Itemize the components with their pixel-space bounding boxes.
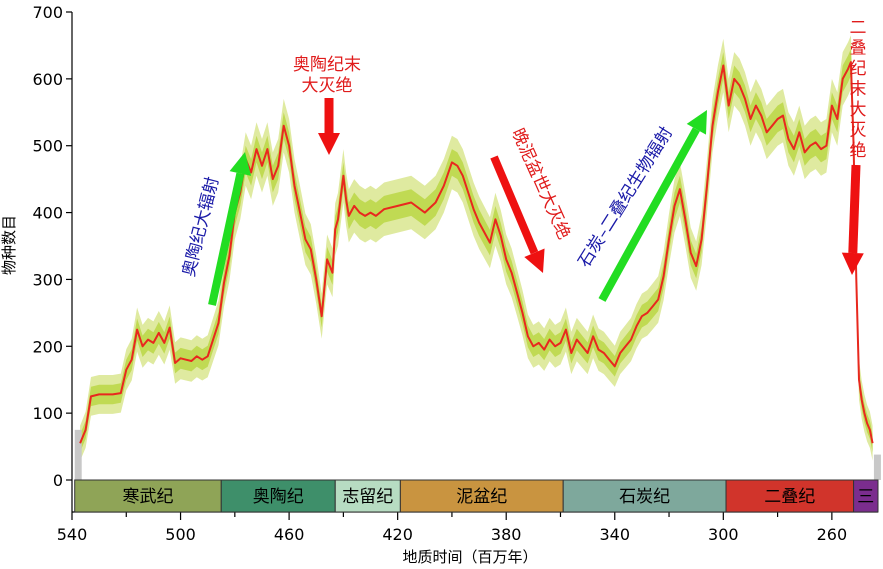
uncertainty-bands bbox=[80, 35, 873, 461]
period-label: 奥陶纪 bbox=[253, 487, 304, 507]
annotation-char: 灭 bbox=[850, 121, 867, 141]
arrow-shaft bbox=[208, 172, 245, 306]
annotation-permian-extinction: 二叠纪末大灭绝 bbox=[850, 18, 867, 161]
arrow-head bbox=[318, 133, 340, 155]
radiation-arrow-ordovician bbox=[208, 152, 252, 306]
x-tick-label: 340 bbox=[599, 525, 630, 544]
period-label: 志留纪 bbox=[342, 487, 393, 507]
gray-bar-start bbox=[74, 429, 82, 480]
arrow-shaft bbox=[598, 127, 700, 302]
period-label: 泥盆纪 bbox=[456, 487, 507, 507]
extinction-arrow-devonian bbox=[490, 155, 545, 273]
extinction-arrow-ordovician bbox=[318, 98, 340, 155]
species-line-layer bbox=[79, 61, 874, 444]
period-box bbox=[399, 479, 564, 513]
annotation-char: 大 bbox=[850, 100, 867, 120]
axes: 0 100 200 300 400 500 600 700 540 500 460 420 380 340… bbox=[32, 3, 878, 544]
y-tick-label: 0 bbox=[53, 471, 63, 490]
x-tick-label: 500 bbox=[165, 525, 196, 544]
arrow-shaft bbox=[848, 164, 861, 254]
y-tick-label: 600 bbox=[32, 70, 63, 89]
arrow-shaft bbox=[490, 155, 539, 255]
period-box bbox=[725, 479, 855, 513]
period-box bbox=[74, 479, 222, 513]
annotation-ordovician-extinction-line2: 大灭绝 bbox=[302, 76, 353, 96]
period-label: 石炭纪 bbox=[619, 487, 670, 507]
period-label: 寒武纪 bbox=[122, 487, 173, 507]
x-tick-label: 260 bbox=[817, 525, 848, 544]
period-label: 二叠纪 bbox=[764, 487, 815, 507]
species-count-line bbox=[79, 61, 874, 444]
geologic-period-bar: 寒武纪 奥陶纪 志留纪 泥盆纪 石炭纪 二叠纪 三 bbox=[74, 479, 879, 513]
annotation-char: 末 bbox=[850, 80, 867, 100]
annotation-ordovician-extinction-line1: 奥陶纪末 bbox=[293, 55, 361, 75]
x-tick-label: 300 bbox=[708, 525, 739, 544]
y-tick-label: 700 bbox=[32, 3, 63, 22]
y-tick-label: 100 bbox=[32, 404, 63, 423]
x-tick-label: 460 bbox=[274, 525, 305, 544]
y-tick-label: 500 bbox=[32, 137, 63, 156]
annotation-char: 叠 bbox=[850, 39, 867, 59]
x-tick-label: 380 bbox=[491, 525, 522, 544]
radiation-arrow-carb-permian bbox=[598, 110, 707, 302]
arrow-head bbox=[229, 152, 252, 176]
edge-gray-bars bbox=[74, 429, 881, 480]
y-tick-label: 300 bbox=[32, 270, 63, 289]
x-tick-label: 540 bbox=[57, 525, 88, 544]
x-tick-label: 420 bbox=[382, 525, 413, 544]
x-axis-title: 地质时间（百万年） bbox=[402, 548, 537, 566]
period-box bbox=[853, 479, 879, 513]
annotation-char: 绝 bbox=[850, 141, 867, 161]
period-box bbox=[334, 479, 401, 513]
y-axis-title: 物种数目 bbox=[0, 215, 18, 275]
band-outer bbox=[80, 35, 873, 461]
arrow-head bbox=[686, 110, 707, 135]
period-box bbox=[562, 479, 727, 513]
annotation-char: 纪 bbox=[850, 59, 867, 79]
arrow-head bbox=[841, 252, 864, 275]
extinction-arrow-permian bbox=[841, 164, 864, 275]
period-label: 三 bbox=[857, 487, 874, 507]
gray-bar-end bbox=[873, 454, 881, 480]
annotation-char: 二 bbox=[850, 18, 867, 38]
arrow-head bbox=[524, 248, 545, 273]
y-tick-label: 400 bbox=[32, 204, 63, 223]
y-tick-label: 200 bbox=[32, 337, 63, 356]
